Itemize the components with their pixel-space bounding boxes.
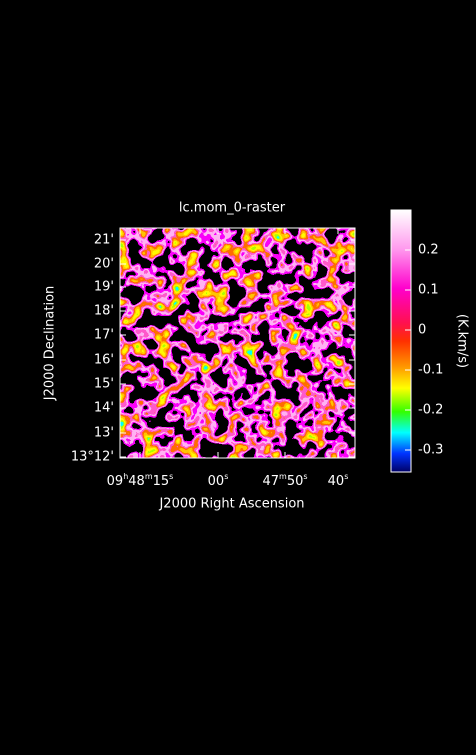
tick-unit: h bbox=[123, 472, 128, 481]
colorbar-tick-label: 0 bbox=[418, 323, 426, 338]
axes: 13°12'13'14'15'16'17'18'19'20'21'09h48m1… bbox=[71, 228, 443, 489]
y-tick-label: 17' bbox=[94, 328, 114, 343]
colorbar-label: (K.km/s) bbox=[455, 314, 470, 368]
tick-unit: s bbox=[344, 472, 348, 481]
tick-number: 00 bbox=[208, 474, 225, 489]
y-tick-label: 13' bbox=[94, 426, 114, 441]
tick-number: 09 bbox=[107, 474, 124, 489]
tick-unit: s bbox=[224, 472, 228, 481]
x-tick-label: 09h48m15s bbox=[107, 472, 174, 489]
colorbar bbox=[390, 209, 412, 473]
y-axis-label: J2000 Declination bbox=[43, 286, 58, 402]
tick-number: 48 bbox=[128, 474, 145, 489]
y-tick-label: 19' bbox=[94, 280, 114, 295]
y-tick-label: 15' bbox=[94, 377, 114, 392]
colorbar-tick-label: -0.3 bbox=[418, 443, 443, 458]
y-tick-label: 21' bbox=[94, 233, 114, 248]
tick-unit: m bbox=[145, 472, 153, 481]
y-tick-label: 20' bbox=[94, 257, 114, 272]
x-axis-label: J2000 Right Ascension bbox=[158, 497, 304, 512]
colorbar-tick-label: 0.2 bbox=[418, 243, 439, 258]
tick-number: 50 bbox=[287, 474, 304, 489]
tick-unit: s bbox=[303, 472, 307, 481]
y-tick-label: 16' bbox=[94, 353, 114, 368]
y-tick-label: 14' bbox=[94, 401, 114, 416]
tick-number: 47 bbox=[262, 474, 279, 489]
raster-image bbox=[120, 228, 355, 458]
colorbar-tick-label: -0.1 bbox=[418, 363, 443, 378]
tick-number: 15 bbox=[153, 474, 170, 489]
tick-number: 40 bbox=[328, 474, 345, 489]
tick-unit: m bbox=[279, 472, 287, 481]
x-tick-label: 47m50s bbox=[262, 472, 307, 489]
plot-frame bbox=[119, 227, 356, 459]
colorbar-tick-label: 0.1 bbox=[418, 283, 439, 298]
y-tick-label: 13°12' bbox=[71, 450, 114, 465]
colorbar-tick-label: -0.2 bbox=[418, 403, 443, 418]
tick-unit: s bbox=[169, 472, 173, 481]
y-tick-label: 18' bbox=[94, 304, 114, 319]
plot-title: lc.mom_0-raster bbox=[179, 201, 286, 216]
x-tick-label: 40s bbox=[328, 472, 349, 489]
x-tick-label: 00s bbox=[208, 472, 229, 489]
